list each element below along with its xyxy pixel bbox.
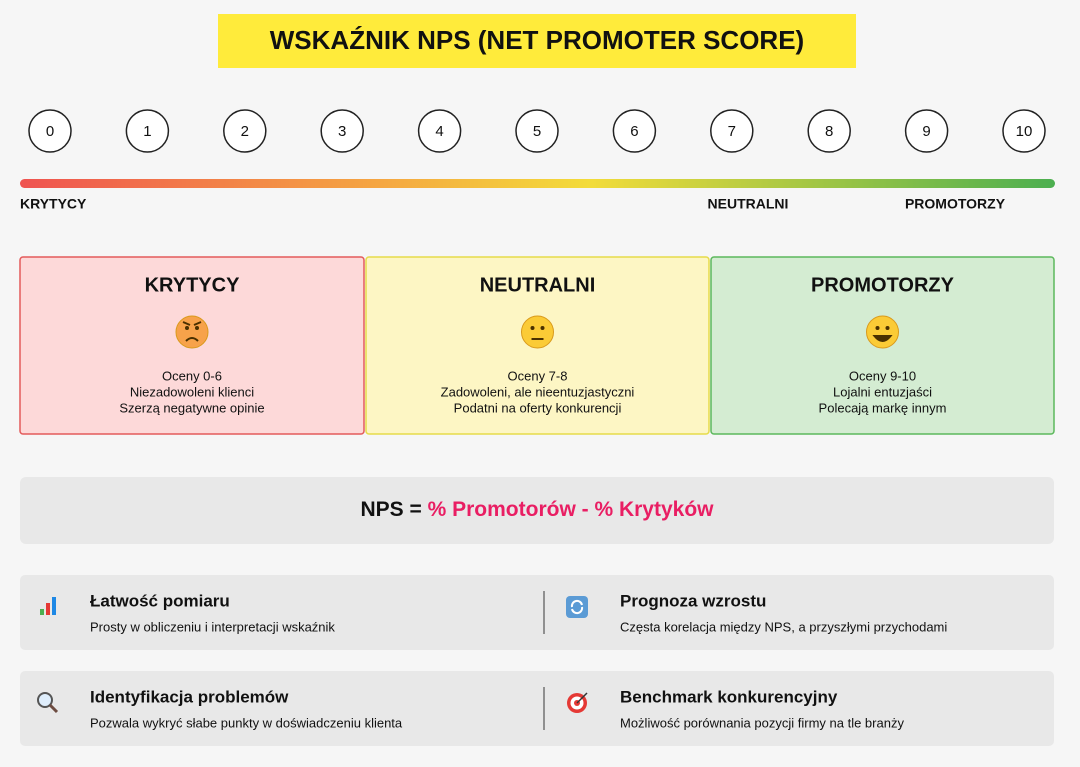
eye <box>530 326 535 330</box>
segment-line: Zadowoleni, ale nieentuzjastyczni <box>441 384 635 399</box>
scale-circle <box>904 109 949 153</box>
mouth <box>872 335 893 342</box>
benefit-title: Prognoza wzrostu <box>620 591 766 610</box>
scale-point: 2 <box>241 123 249 140</box>
segment-line: Lojalni entuzjaści <box>833 384 932 399</box>
scale-label: PROMOTORZY <box>905 196 1006 212</box>
benefit-icon <box>566 596 588 618</box>
segment-line: Oceny 7-8 <box>508 368 568 383</box>
scale-point: 8 <box>825 123 833 140</box>
scale-circle <box>223 109 267 153</box>
scale-point: 1 <box>143 123 151 140</box>
scale-point: 3 <box>338 123 346 140</box>
face-icon <box>521 315 554 349</box>
benefit-description: Możliwość porównania pozycji firmy na tl… <box>620 715 904 730</box>
segment-line: Podatni na oferty konkurencji <box>454 400 622 415</box>
brow <box>182 321 202 326</box>
face <box>175 315 209 349</box>
scale-circle <box>1002 109 1046 153</box>
benefit-description: Pozwala wykryć słabe punkty w doświadcze… <box>90 715 403 730</box>
scale-point: 9 <box>922 123 930 140</box>
segment-line: Oceny 0-6 <box>162 368 222 383</box>
scale-circle <box>320 109 364 153</box>
eye <box>885 326 890 330</box>
segment-title: NEUTRALNI <box>480 274 596 296</box>
eye <box>185 326 189 330</box>
scale-circle <box>28 109 72 153</box>
scale-point: 4 <box>435 123 443 140</box>
scale-point: 0 <box>46 123 54 140</box>
segment-line: Polecają markę innym <box>819 400 947 415</box>
scale-point: 6 <box>630 123 638 140</box>
icon-dart <box>576 692 588 704</box>
benefit-title: Benchmark konkurencyjny <box>620 687 838 706</box>
scale-circle <box>515 109 559 153</box>
scale-circle <box>807 109 851 153</box>
icon-arrow <box>570 599 584 615</box>
face-icon <box>866 315 899 349</box>
benefit-box <box>20 671 1054 746</box>
formula: NPS = % Promotorów - % Krytyków <box>361 498 715 521</box>
scale-circle <box>417 109 462 153</box>
segment-title: KRYTYCY <box>145 274 240 296</box>
scale-label: KRYTYCY <box>20 196 87 212</box>
title: WSKAŹNIK NPS (NET PROMOTER SCORE) <box>270 25 804 55</box>
benefit-description: Prosty w obliczeniu i interpretacji wska… <box>90 619 335 634</box>
eye <box>195 326 199 330</box>
icon-bar <box>52 597 56 615</box>
icon-bg <box>566 596 588 618</box>
formula-lhs: NPS = <box>361 498 422 521</box>
segment-line: Oceny 9-10 <box>849 368 916 383</box>
scale-point: 10 <box>1016 123 1033 140</box>
benefit-icon <box>37 692 59 714</box>
benefit-box <box>20 575 1054 650</box>
eye <box>540 326 545 330</box>
scale-label: NEUTRALNI <box>708 196 789 212</box>
formula-box <box>20 477 1054 544</box>
mouth <box>185 337 199 342</box>
segment-line: Niezadowoleni klienci <box>130 384 254 399</box>
scale-point: 7 <box>728 123 736 140</box>
face-icon <box>175 315 209 349</box>
scale-circle <box>612 109 657 153</box>
scale-point: 5 <box>533 123 541 140</box>
title-box <box>218 14 856 68</box>
benefit-title: Identyfikacja problemów <box>90 687 289 706</box>
icon-bar <box>46 603 50 615</box>
icon-handle <box>48 703 59 714</box>
segment-title: PROMOTORZY <box>811 274 955 296</box>
eye <box>875 326 880 330</box>
segment-line: Szerzą negatywne opinie <box>119 400 264 415</box>
scale-circle <box>710 109 754 153</box>
face <box>866 315 899 349</box>
benefit-icon <box>567 692 588 713</box>
icon-bar <box>40 609 44 615</box>
benefit-description: Częsta korelacja między NPS, a przyszłym… <box>620 619 947 634</box>
scale-circle <box>125 109 170 153</box>
benefit-icon <box>40 597 56 615</box>
benefit-title: Łatwość pomiaru <box>90 591 230 610</box>
icon-lens <box>37 692 53 708</box>
formula-rhs: % Promotorów - % Krytyków <box>428 498 715 521</box>
gradient-bar <box>20 179 1055 188</box>
face <box>521 315 554 349</box>
